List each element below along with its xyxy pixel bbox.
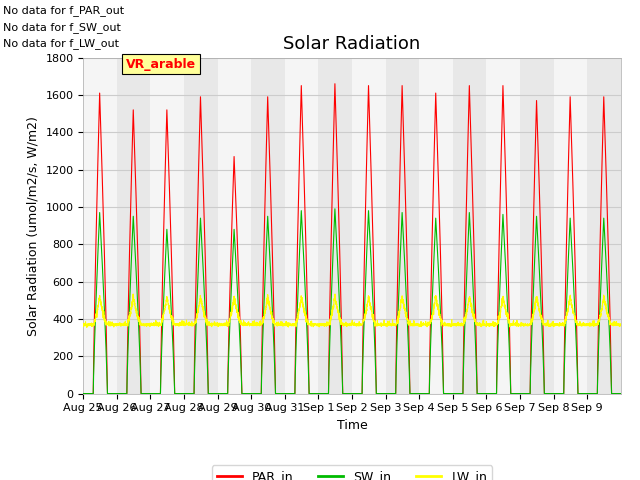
Bar bbox=[419, 58, 453, 394]
Text: No data for f_SW_out: No data for f_SW_out bbox=[3, 22, 121, 33]
Bar bbox=[83, 58, 116, 394]
Bar bbox=[486, 58, 520, 394]
Bar bbox=[150, 58, 184, 394]
Text: No data for f_LW_out: No data for f_LW_out bbox=[3, 38, 119, 49]
Text: No data for f_PAR_out: No data for f_PAR_out bbox=[3, 5, 124, 16]
Y-axis label: Solar Radiation (umol/m2/s, W/m2): Solar Radiation (umol/m2/s, W/m2) bbox=[27, 116, 40, 336]
Title: Solar Radiation: Solar Radiation bbox=[284, 35, 420, 53]
Bar bbox=[352, 58, 385, 394]
Bar bbox=[285, 58, 319, 394]
Bar bbox=[554, 58, 588, 394]
Legend: PAR_in, SW_in, LW_in: PAR_in, SW_in, LW_in bbox=[212, 465, 492, 480]
Bar bbox=[218, 58, 251, 394]
X-axis label: Time: Time bbox=[337, 419, 367, 432]
Text: VR_arable: VR_arable bbox=[126, 58, 196, 71]
